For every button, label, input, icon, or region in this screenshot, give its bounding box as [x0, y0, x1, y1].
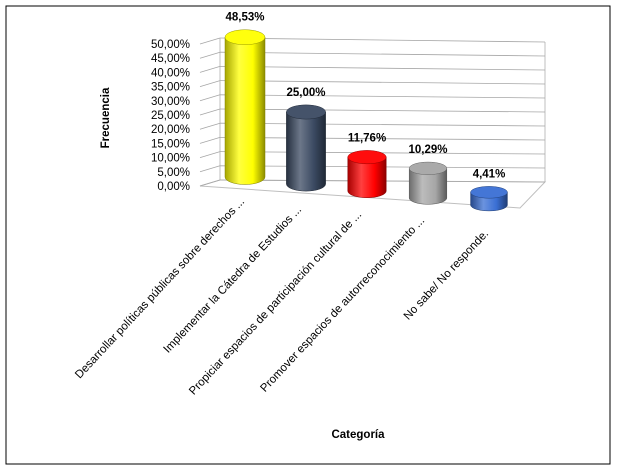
- bar: [347, 150, 387, 198]
- bar: [224, 29, 266, 185]
- x-axis-title: Categoría: [331, 429, 385, 441]
- chart-border: [5, 5, 611, 465]
- y-tick-label: 15,00%: [151, 138, 190, 150]
- y-tick-label: 0,00%: [157, 181, 190, 193]
- y-tick-label: 45,00%: [151, 53, 190, 65]
- data-label: 4,41%: [473, 168, 506, 180]
- data-label: 10,29%: [408, 144, 447, 156]
- bar: [286, 104, 326, 192]
- bars: [224, 29, 508, 212]
- bar: [408, 161, 448, 205]
- data-label: 25,00%: [286, 87, 325, 99]
- data-label: 48,53%: [225, 12, 264, 24]
- y-tick-label: 10,00%: [151, 153, 190, 165]
- y-tick-label: 25,00%: [151, 110, 190, 122]
- y-tick-label: 50,00%: [151, 39, 190, 51]
- y-axis-ticks: 0,00% 5,00% 10,00% 15,00% 20,00% 25,00% 30,00%…: [151, 39, 190, 193]
- y-axis-title: Frecuencia: [100, 87, 112, 148]
- y-tick-label: 5,00%: [157, 167, 190, 179]
- data-labels: 48,53% 25,00% 11,76% 10,29% 4,41%: [225, 12, 505, 181]
- y-tick-label: 20,00%: [151, 124, 190, 136]
- data-label: 11,76%: [348, 132, 386, 144]
- y-tick-label: 40,00%: [151, 67, 190, 79]
- y-tick-label: 30,00%: [151, 96, 190, 108]
- y-tick-label: 35,00%: [151, 82, 190, 94]
- bar: [470, 186, 508, 212]
